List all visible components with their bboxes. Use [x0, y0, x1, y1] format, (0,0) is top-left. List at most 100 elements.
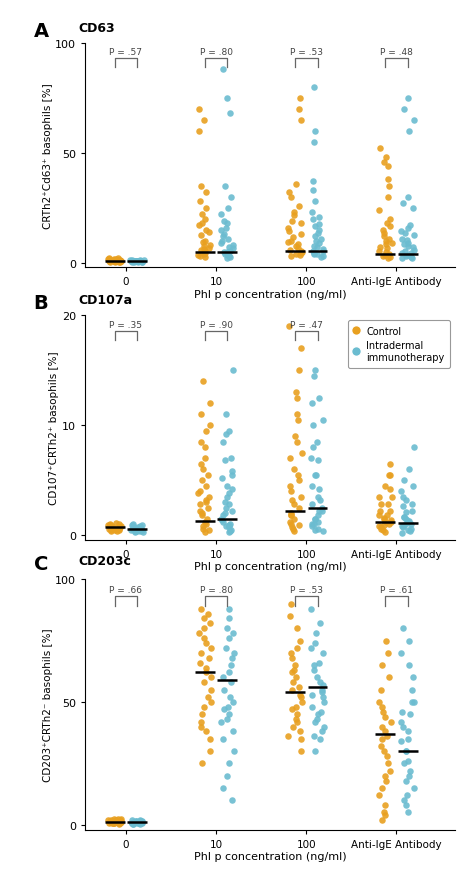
Point: [311, 230, 319, 244]
Point: [289, 683, 296, 697]
Point: [104, 813, 112, 827]
Point: [128, 254, 136, 268]
Point: [383, 774, 390, 788]
Point: [110, 522, 118, 536]
Text: P = .47: P = .47: [290, 320, 323, 329]
Point: [140, 254, 147, 268]
Point: [136, 255, 144, 269]
Point: [112, 254, 119, 268]
Point: [198, 507, 206, 521]
Point: [224, 700, 231, 714]
Point: [223, 251, 230, 265]
Point: [132, 255, 139, 269]
Point: [197, 180, 205, 194]
Point: [289, 493, 296, 507]
Point: [137, 523, 145, 537]
Point: [133, 816, 141, 830]
Point: [290, 498, 298, 512]
Point: [217, 237, 225, 251]
Point: [200, 522, 207, 536]
Point: [404, 240, 412, 254]
Text: P = .90: P = .90: [200, 320, 233, 329]
Point: [293, 708, 301, 722]
Point: [408, 250, 415, 264]
Point: [112, 253, 120, 267]
Point: [128, 255, 136, 269]
Point: [129, 520, 137, 534]
X-axis label: Phl p concentration (ng/ml): Phl p concentration (ng/ml): [194, 562, 346, 572]
Point: [116, 813, 123, 827]
Legend: Control, Intradermal
immunotherapy: Control, Intradermal immunotherapy: [347, 321, 450, 368]
Point: [408, 504, 415, 518]
Point: [230, 745, 237, 759]
Point: [386, 212, 393, 227]
Point: [375, 695, 383, 709]
Point: [295, 363, 302, 378]
Point: [223, 479, 231, 493]
Point: [295, 501, 303, 515]
Point: [131, 255, 139, 270]
Point: [202, 495, 210, 509]
Point: [134, 255, 142, 269]
Point: [135, 522, 142, 536]
Point: [311, 363, 319, 378]
Point: [379, 224, 387, 238]
Point: [132, 815, 139, 829]
Point: [309, 687, 316, 702]
Point: [379, 523, 387, 537]
Point: [284, 235, 292, 249]
Point: [228, 504, 236, 518]
Point: [288, 507, 295, 521]
Point: [115, 523, 123, 537]
Point: [295, 680, 302, 694]
Point: [202, 724, 210, 738]
Point: [375, 520, 383, 534]
Point: [295, 199, 302, 213]
Point: [309, 176, 317, 190]
Point: [127, 254, 134, 268]
Point: [287, 250, 295, 264]
Point: [401, 244, 409, 258]
Point: [137, 521, 144, 535]
Point: [206, 226, 213, 240]
Point: [226, 517, 234, 531]
Point: [385, 180, 393, 194]
Point: [402, 249, 410, 263]
Point: [128, 816, 136, 830]
Point: [202, 661, 210, 675]
Point: [310, 248, 318, 262]
Point: [220, 215, 228, 229]
Point: [223, 769, 230, 783]
Point: [403, 516, 411, 530]
Point: [290, 209, 298, 223]
Point: [129, 817, 137, 831]
Point: [226, 666, 233, 680]
Point: [311, 195, 319, 209]
Point: [200, 700, 208, 714]
Point: [381, 525, 389, 539]
Point: [113, 255, 120, 269]
Point: [401, 474, 408, 488]
Point: [297, 490, 305, 504]
Point: [134, 524, 141, 538]
Point: [201, 451, 209, 465]
Point: [200, 622, 208, 636]
Point: [228, 793, 236, 807]
Point: [226, 107, 234, 121]
Point: [221, 248, 228, 262]
Point: [289, 522, 296, 536]
Point: [297, 745, 304, 759]
Point: [385, 468, 392, 482]
Point: [405, 463, 413, 477]
Point: [407, 524, 414, 538]
Point: [309, 419, 317, 433]
Point: [292, 386, 300, 400]
Point: [104, 519, 112, 533]
Point: [198, 457, 205, 471]
Point: [203, 202, 210, 216]
Point: [109, 817, 117, 831]
Point: [116, 521, 123, 535]
Point: [117, 816, 124, 830]
Point: [398, 248, 406, 262]
Point: [128, 255, 136, 270]
